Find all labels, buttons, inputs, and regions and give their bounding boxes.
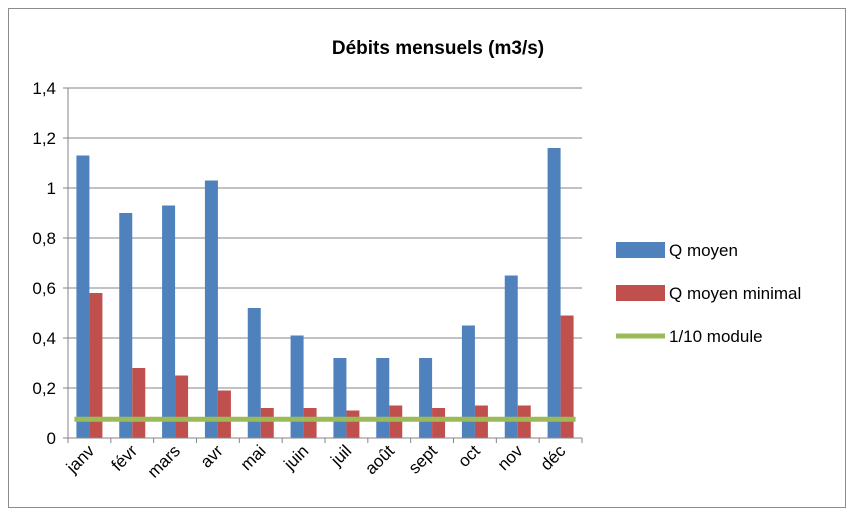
chart-title: Débits mensuels (m3/s) bbox=[332, 38, 544, 59]
x-tick-label: déc bbox=[537, 441, 570, 474]
bar-q-moyen bbox=[547, 148, 561, 438]
x-tick-label: mai bbox=[237, 441, 270, 474]
y-tick-label: 0,6 bbox=[32, 279, 56, 298]
y-tick-label: 1,4 bbox=[32, 79, 56, 98]
bar-q-moyen bbox=[333, 358, 347, 438]
bar-q-moyen-minimal bbox=[132, 368, 146, 438]
bar-q-moyen bbox=[461, 325, 475, 438]
bar-q-moyen bbox=[162, 205, 176, 438]
bar-q-moyen bbox=[419, 358, 433, 438]
bar-q-moyen-minimal bbox=[89, 293, 103, 438]
x-tick-label: oct bbox=[454, 441, 484, 471]
bar-q-moyen bbox=[504, 275, 518, 438]
legend: Q moyen Q moyen minimal 1/10 module bbox=[616, 241, 801, 346]
bar-q-moyen bbox=[376, 358, 390, 438]
bars bbox=[76, 148, 574, 438]
x-tick-label: sept bbox=[405, 441, 441, 477]
bar-q-moyen-minimal bbox=[346, 410, 360, 438]
x-tick-label: avr bbox=[197, 441, 227, 471]
y-tick-label: 1,2 bbox=[32, 129, 56, 148]
bar-q-moyen-minimal bbox=[560, 315, 574, 438]
bar-q-moyen-minimal bbox=[303, 408, 317, 438]
y-tick-label: 0,8 bbox=[32, 229, 56, 248]
y-tick-label: 0,4 bbox=[32, 329, 56, 348]
gridlines bbox=[68, 87, 582, 389]
x-tick-label: juin bbox=[280, 441, 313, 474]
y-axis-ticks: 0 0,2 0,4 0,6 0,8 1 1,2 1,4 bbox=[32, 79, 56, 448]
bar-q-moyen bbox=[119, 213, 133, 438]
y-tick-label: 0,2 bbox=[32, 379, 56, 398]
bar-q-moyen bbox=[247, 308, 261, 438]
legend-label: Q moyen bbox=[669, 241, 738, 260]
bar-q-moyen bbox=[290, 335, 304, 438]
bar-q-moyen bbox=[76, 155, 90, 438]
bar-q-moyen-minimal bbox=[217, 390, 231, 438]
legend-swatch bbox=[616, 285, 665, 301]
y-tick-label: 1 bbox=[47, 179, 56, 198]
y-tick-label: 0 bbox=[47, 429, 56, 448]
x-tick-label: janv bbox=[62, 441, 99, 478]
legend-swatch bbox=[616, 242, 665, 258]
x-tick-label: mars bbox=[144, 441, 184, 481]
legend-label: Q moyen minimal bbox=[669, 284, 801, 303]
x-axis-ticks: janv févr mars avr mai juin juil août sept oct nov… bbox=[62, 441, 570, 482]
x-tick-label: févr bbox=[108, 441, 142, 475]
bar-q-moyen-minimal bbox=[432, 408, 446, 438]
bar-q-moyen-minimal bbox=[175, 375, 189, 438]
bar-q-moyen-minimal bbox=[260, 408, 274, 438]
x-tick-label: nov bbox=[494, 441, 527, 474]
x-tick-label: juil bbox=[326, 441, 355, 470]
x-tick-label: août bbox=[361, 441, 398, 478]
legend-label: 1/10 module bbox=[669, 327, 763, 346]
bar-q-moyen bbox=[204, 180, 218, 438]
axes bbox=[63, 87, 583, 443]
